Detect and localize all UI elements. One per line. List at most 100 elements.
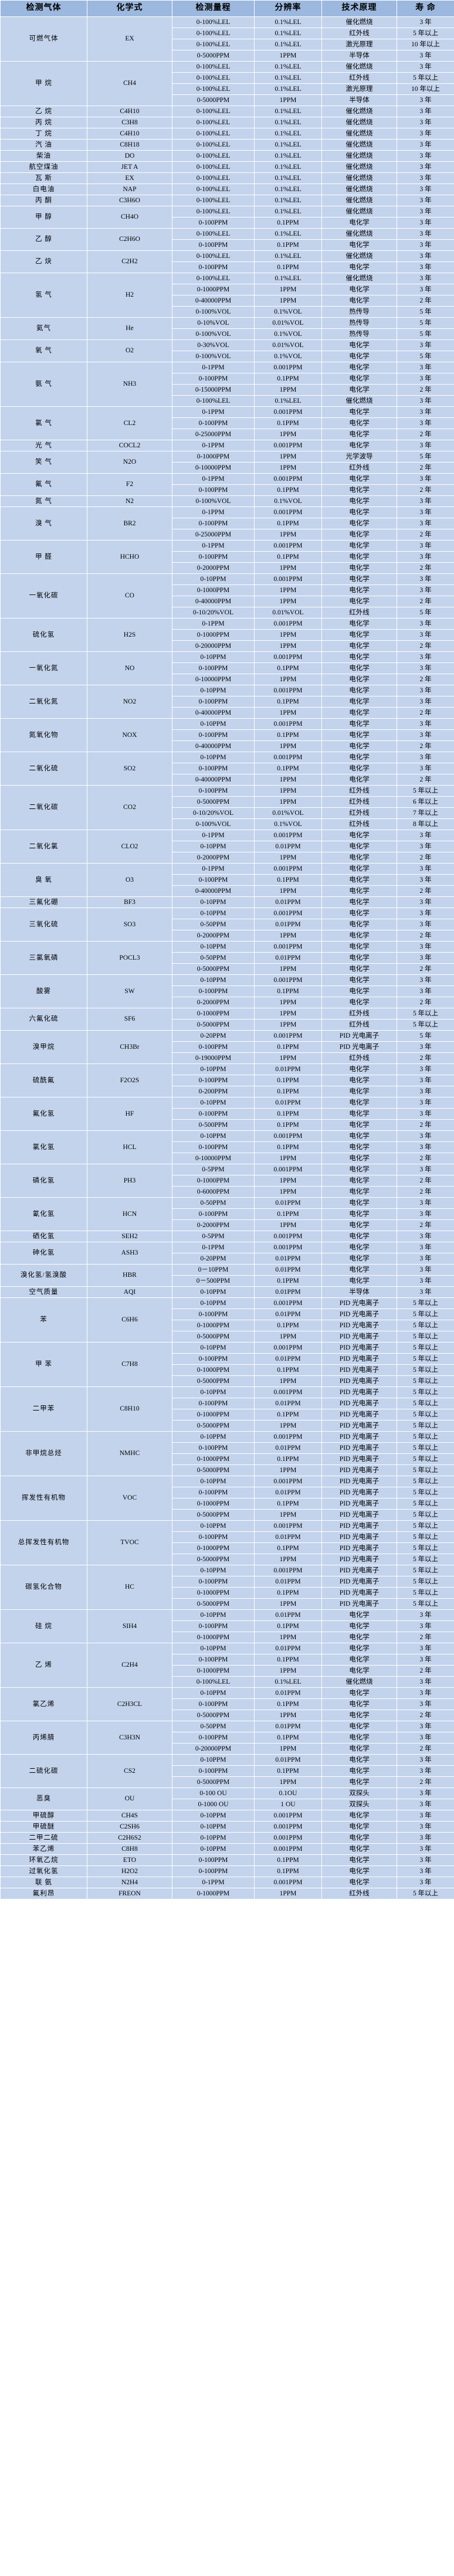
gas-name-cell: 一氧化氮 [0, 651, 87, 685]
detection-range-cell: 0-5000PPM [172, 1464, 255, 1476]
resolution-cell: 0.1PPM [254, 696, 322, 708]
table-row: 0-100PPM 0.1PPM 电化学 3 年 [1, 1620, 454, 1632]
chemical-formula-cell: HCL [87, 1130, 172, 1164]
table-body: 可燃气体 EX 0-100%LEL 0.1%LEL 催化燃烧 3 年 0-100%LEL 0.… [0, 16, 454, 1899]
lifetime-cell: 3 年 [397, 551, 454, 563]
table-row: 0-5000PPM 1PPM PID 光电离子 5 年以上 [1, 1420, 454, 1432]
resolution-cell: 0.01PPM [254, 1487, 322, 1498]
lifetime-cell: 6 年以上 [397, 796, 454, 808]
technology-cell: 电化学 [321, 752, 397, 763]
technology-cell: 电化学 [321, 1063, 397, 1075]
table-row: 甲 醇 CH4O 0-100%LEL 0.1%LEL 催化燃烧 3 年 [0, 206, 454, 229]
detection-range-cell: 0-1PPM [172, 540, 255, 552]
lifetime-cell: 3 年 [397, 128, 454, 140]
detection-range-cell: 0-100%LEL [172, 228, 255, 240]
technology-cell: 电化学 [321, 1698, 397, 1710]
lifetime-cell: 2 年 [397, 1175, 454, 1187]
lifetime-cell: 5 年 [397, 1030, 454, 1042]
detection-range-cell: 0-100%LEL [172, 195, 255, 206]
lifetime-cell: 3 年 [397, 584, 454, 596]
detection-range-cell: 0-10PPM [172, 1386, 255, 1398]
detection-range-cell: 0-100PPM [172, 551, 255, 563]
table-row: 氟 气 F2 0-1PPM 0.001PPM 电化学 3 年 [0, 473, 454, 496]
technology-cell: 电化学 [321, 1654, 397, 1666]
table-row: 0-100%LEL 0.1%LEL 催化燃烧 3 年 [1, 1676, 454, 1688]
detection-range-cell: 0-100PPM [172, 1531, 255, 1543]
gas-name-cell: 氮氧化物 [0, 718, 87, 752]
technology-cell: 电化学 [321, 874, 397, 886]
technology-cell: 电化学 [321, 261, 397, 273]
chemical-formula-cell: NO2 [87, 685, 172, 719]
gas-name-cell: 苯乙烯 [0, 1843, 87, 1855]
resolution-cell: 1PPM [254, 584, 322, 596]
resolution-cell: 0.1PPM [254, 1865, 322, 1877]
table-row: 溴 气 BR2 0-1PPM 0.001PPM 电化学 3 年 [0, 507, 454, 541]
technology-cell: 催化燃烧 [321, 139, 397, 151]
detection-range-cell: 0-5000PPM [172, 94, 255, 106]
table-row: 0-5000PPM 1PPM 半导体 3 年 [1, 50, 454, 62]
resolution-cell: 0.001PPM [254, 1476, 322, 1487]
detection-range-cell: 0-10PPM [172, 1643, 255, 1654]
chemical-formula-cell: ETO [87, 1854, 172, 1866]
lifetime-cell: 3 年 [397, 261, 454, 273]
resolution-cell: 0.1PPM [254, 874, 322, 886]
lifetime-cell: 10 年以上 [397, 39, 454, 50]
detection-range-cell: 0-100PPM [172, 1698, 255, 1710]
technology-cell: 电化学 [321, 1721, 397, 1732]
resolution-cell: 0.001PPM [254, 651, 322, 663]
table-row: 0-10/20%VOL 0.01%VOL 红外线 5 年 [1, 607, 454, 618]
detection-range-cell: 0-10PPM [172, 974, 255, 986]
resolution-cell: 1PPM [254, 774, 322, 786]
detection-range-cell: 0-100PPM [172, 662, 255, 674]
lifetime-cell: 5 年以上 [397, 1364, 454, 1376]
technology-cell: PID 光电离子 [321, 1531, 397, 1543]
detection-range-cell: 0-100PPM [172, 1654, 255, 1666]
technology-cell: PID 光电离子 [321, 1375, 397, 1387]
table-row: 0-10000PPM 1PPM 电化学 2 年 [1, 674, 454, 685]
chemical-formula-cell: POCL3 [87, 941, 172, 975]
lifetime-cell: 3 年 [397, 662, 454, 674]
resolution-cell: 0.01PPM [254, 841, 322, 852]
table-row: 白电油 NAP 0-100%LEL 0.1%LEL 催化燃烧 3 年 [0, 183, 454, 195]
table-row: 环氧乙烷 ETO 0-100PPM 0.1PPM 电化学 3 年 [0, 1854, 454, 1866]
chemical-formula-cell: SIH4 [87, 1609, 172, 1643]
detection-range-cell: 0-10%VOL [172, 317, 255, 329]
lifetime-cell: 3 年 [397, 763, 454, 774]
detection-range-cell: 0-100%LEL [172, 16, 255, 28]
chemical-formula-cell: JET A [87, 161, 172, 173]
technology-cell: 电化学 [321, 1743, 397, 1755]
resolution-cell: 0.01PPM [254, 1309, 322, 1320]
detection-range-cell: 0-10PPM [172, 1843, 255, 1855]
gas-name-cell: 乙 炔 [0, 250, 87, 273]
resolution-cell: 0.1PPM [254, 1108, 322, 1120]
lifetime-cell: 3 年 [397, 1799, 454, 1810]
chemical-formula-cell: CLO2 [87, 830, 172, 864]
lifetime-cell: 3 年 [397, 1086, 454, 1097]
resolution-cell: 0.1%LEL [254, 395, 322, 407]
table-row: 0-2000PPM 1PPM 电化学 2 年 [1, 852, 454, 864]
resolution-cell: 0.001PPM [254, 1877, 322, 1888]
lifetime-cell: 2 年 [397, 1052, 454, 1064]
table-row: 0-40000PPM 1PPM 电化学 2 年 [1, 707, 454, 719]
table-row: 0-5000PPM 1PPM PID 光电离子 5 年以上 [1, 1464, 454, 1476]
lifetime-cell: 3 年 [397, 228, 454, 240]
table-row: 0-20000PPM 1PPM 电化学 2 年 [1, 1743, 454, 1755]
resolution-cell: 0.1PPM [254, 518, 322, 529]
table-row: 0-100PPM 0.1PPM 电化学 3 年 [1, 763, 454, 774]
table-row: 氦气 He 0-10%VOL 0.01%VOL 热传导 5 年 [0, 317, 454, 340]
gas-name-cell: 三氟化硼 [0, 896, 87, 908]
gas-name-cell: 空气质量 [0, 1286, 87, 1298]
chemical-formula-cell: SF6 [87, 1008, 172, 1031]
technology-cell: 电化学 [321, 974, 397, 986]
detection-range-cell: 0-1000PPM [172, 1364, 255, 1376]
technology-cell: 电化学 [321, 1175, 397, 1187]
detection-range-cell: 0-100%LEL [172, 161, 255, 173]
table-row: 过氧化氢 H2O2 0-100PPM 0.1PPM 电化学 3 年 [0, 1865, 454, 1877]
table-row: 三氧化硫 SO3 0-10PPM 0.001PPM 电化学 3 年 [0, 908, 454, 942]
table-row: 0-100PPM 0.1PPM 电化学 3 年 [1, 261, 454, 273]
resolution-cell: 1PPM [254, 963, 322, 975]
table-row: 氧 气 O2 0-30%VOL 0.01%VOL 电化学 3 年 [0, 339, 454, 362]
lifetime-cell: 2 年 [397, 562, 454, 574]
resolution-cell: 0.1PPM [254, 417, 322, 429]
resolution-cell: 1PPM [254, 740, 322, 752]
